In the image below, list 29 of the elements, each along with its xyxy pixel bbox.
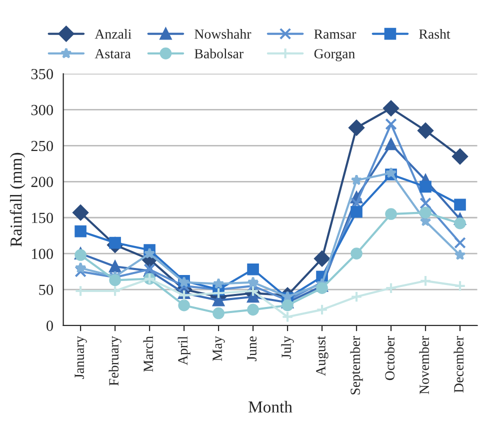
- legend-label: Anzali: [94, 29, 132, 39]
- y-tick-label: 50: [39, 284, 54, 295]
- x-tick-label: May: [212, 336, 225, 361]
- x-tick-label: July: [281, 336, 294, 359]
- x-tick-label: March: [143, 336, 154, 372]
- y-tick-label: 250: [31, 140, 54, 152]
- x-tick-label: February: [108, 336, 122, 386]
- x-tick-label: August: [316, 336, 328, 376]
- x-tick-label: April: [178, 336, 190, 366]
- legend-label: Astara: [94, 49, 131, 58]
- y-tick-label: 350: [31, 68, 54, 80]
- legend-label: Gorgan: [314, 49, 355, 62]
- legend-label: Nowshahr: [194, 29, 252, 39]
- legend-label: Rasht: [419, 29, 450, 39]
- x-tick-label: October: [384, 336, 394, 380]
- x-tick-label: December: [454, 336, 464, 393]
- x-tick-label: November: [419, 336, 429, 394]
- x-tick-label: September: [350, 336, 363, 394]
- legend-label: Babolsar: [194, 48, 244, 58]
- x-axis-title: Month: [248, 400, 292, 413]
- y-tick-label: 300: [31, 104, 54, 116]
- y-tick-label: 200: [31, 176, 54, 188]
- x-tick-label: January: [74, 336, 87, 379]
- y-tick-label: 100: [32, 248, 54, 260]
- y-tick-label: 0: [46, 320, 54, 331]
- x-tick-label: June: [247, 336, 257, 362]
- legend-label: Ramsar: [314, 30, 356, 39]
- y-tick-label: 150: [32, 212, 54, 224]
- y-axis-title: Rainfall (mm): [10, 152, 26, 247]
